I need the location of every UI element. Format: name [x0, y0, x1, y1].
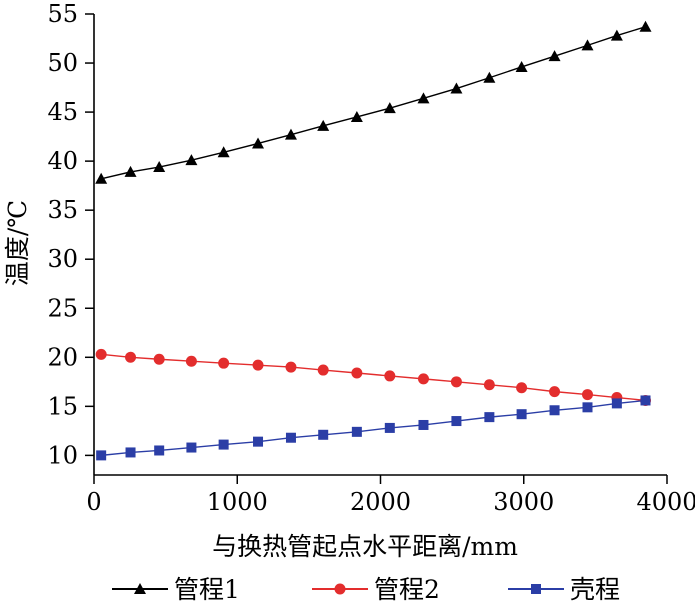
data-point	[611, 398, 622, 409]
x-tick-label: 3000	[493, 488, 554, 516]
x-tick-label: 0	[86, 488, 101, 516]
legend-marker	[531, 584, 541, 594]
data-point	[483, 71, 496, 83]
legend-item-1: 管程1	[112, 575, 240, 604]
series-2-line	[101, 353, 646, 402]
data-point	[582, 402, 593, 413]
data-point	[548, 50, 561, 62]
series-1-line	[101, 26, 646, 180]
series-3	[96, 395, 651, 461]
y-tick-label: 20	[47, 343, 78, 371]
y-tick-label: 45	[47, 98, 78, 126]
data-point	[317, 364, 329, 376]
data-point	[218, 439, 229, 450]
series-layer	[95, 20, 652, 461]
data-point	[383, 102, 396, 114]
data-point	[185, 154, 198, 166]
data-point	[450, 376, 462, 388]
series-2	[95, 348, 652, 406]
legend-marker	[134, 583, 146, 594]
data-point	[384, 422, 395, 433]
legend-marker	[334, 583, 346, 595]
data-point	[350, 110, 363, 122]
data-point	[153, 161, 166, 173]
series-3-line	[101, 399, 646, 457]
data-point	[125, 351, 137, 363]
data-point	[351, 367, 363, 379]
data-point	[217, 146, 230, 158]
data-point	[285, 432, 296, 443]
data-point	[253, 436, 264, 447]
legend-item-3: 壳程	[508, 575, 620, 604]
data-point	[549, 405, 560, 416]
data-point	[581, 389, 593, 401]
data-point	[125, 447, 136, 458]
data-point	[418, 419, 429, 430]
data-point	[639, 20, 652, 32]
data-point	[96, 450, 107, 461]
legend-label: 管程1	[174, 575, 240, 604]
legend-label: 壳程	[570, 575, 620, 604]
data-point	[483, 379, 495, 391]
data-point	[351, 426, 362, 437]
data-point	[450, 82, 463, 94]
legend-item-2: 管程2	[312, 575, 440, 604]
axes	[93, 14, 667, 476]
data-point	[185, 355, 197, 367]
x-tick-label: 1000	[207, 488, 268, 516]
x-axis-title: 与换热管起点水平距离/mm	[212, 532, 518, 561]
data-point	[218, 357, 230, 369]
y-tick-label: 55	[47, 0, 78, 28]
data-point	[318, 429, 329, 440]
data-point	[516, 382, 528, 394]
data-point	[516, 409, 527, 420]
data-point	[417, 92, 430, 104]
legend-label: 管程2	[374, 575, 440, 604]
data-point	[252, 137, 265, 149]
data-point	[417, 373, 429, 385]
y-axis-title: 温度/℃	[3, 200, 32, 286]
y-tick-label: 10	[47, 441, 78, 469]
y-tick-label: 40	[47, 147, 78, 175]
data-point	[640, 395, 651, 406]
x-tick-label: 2000	[350, 488, 411, 516]
data-point	[484, 412, 495, 423]
data-point	[549, 386, 561, 398]
y-tick-label: 25	[47, 294, 78, 322]
data-point	[515, 60, 528, 72]
data-point	[252, 359, 264, 371]
y-tick-label: 15	[47, 392, 78, 420]
data-point	[153, 353, 165, 365]
data-point	[581, 39, 594, 51]
data-point	[451, 416, 462, 427]
legend: 管程1 管程2 壳程	[112, 575, 620, 604]
ticks: 10 15 20 25 30 35 40 45 50 55 0 1000 2000 3000 4000	[47, 0, 695, 516]
data-point	[95, 172, 108, 184]
data-point	[285, 361, 297, 373]
y-tick-label: 50	[47, 49, 78, 77]
data-point	[186, 442, 197, 453]
data-point	[384, 370, 396, 382]
y-tick-label: 30	[47, 245, 78, 273]
data-point	[284, 128, 297, 140]
series-1	[95, 20, 652, 184]
data-point	[154, 445, 165, 456]
y-tick-label: 35	[47, 196, 78, 224]
x-tick-label: 4000	[636, 488, 695, 516]
data-point	[610, 29, 623, 41]
data-point	[124, 165, 137, 177]
data-point	[317, 119, 330, 131]
data-point	[95, 348, 107, 360]
